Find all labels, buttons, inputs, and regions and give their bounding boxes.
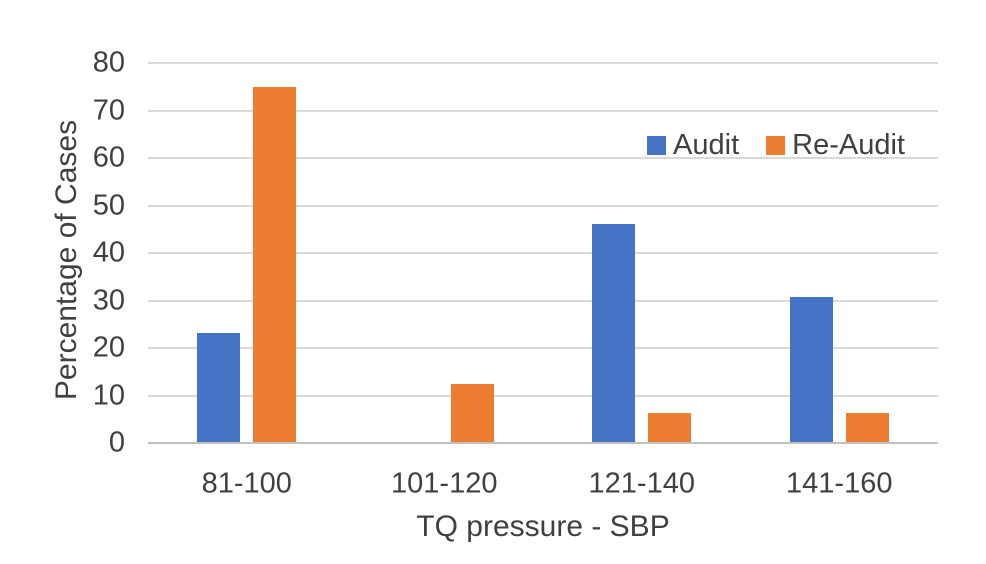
bar-re-audit-81-100 [253, 86, 297, 443]
legend-item-re-audit: Re-Audit [766, 129, 905, 162]
bar-audit-81-100 [197, 333, 241, 443]
bar-audit-121-140 [592, 223, 636, 443]
legend-item-audit: Audit [647, 129, 739, 162]
x-axis-line [148, 442, 938, 444]
x-axis-title: TQ pressure - SBP [416, 510, 670, 543]
y-tick-label-10: 10 [92, 379, 125, 411]
x-tick-label-121-140: 121-140 [588, 467, 695, 500]
x-tick-label-141-160: 141-160 [786, 467, 893, 500]
bar-audit-141-160 [789, 296, 833, 443]
x-tick-label-101-120: 101-120 [391, 467, 498, 500]
legend: Audit Re-Audit [647, 129, 905, 162]
bar-re-audit-121-140 [648, 413, 692, 443]
bar-re-audit-101-120 [450, 383, 494, 443]
gridline-y-80 [148, 62, 938, 64]
y-tick-label-40: 40 [92, 236, 125, 269]
bar-re-audit-141-160 [845, 413, 889, 443]
legend-label: Audit [673, 129, 740, 161]
legend-swatch-icon [766, 136, 786, 155]
y-tick-label-70: 70 [92, 94, 125, 126]
x-tick-label-81-100: 81-100 [201, 467, 292, 500]
legend-swatch-icon [647, 136, 667, 155]
y-tick-label-50: 50 [92, 189, 125, 221]
y-tick-label-0: 0 [108, 426, 125, 459]
y-tick-label-20: 20 [92, 331, 125, 364]
legend-label: Re-Audit [792, 129, 905, 161]
y-tick-label-60: 60 [92, 141, 125, 174]
y-tick-label-30: 30 [92, 284, 125, 316]
y-tick-label-80: 80 [92, 46, 125, 79]
